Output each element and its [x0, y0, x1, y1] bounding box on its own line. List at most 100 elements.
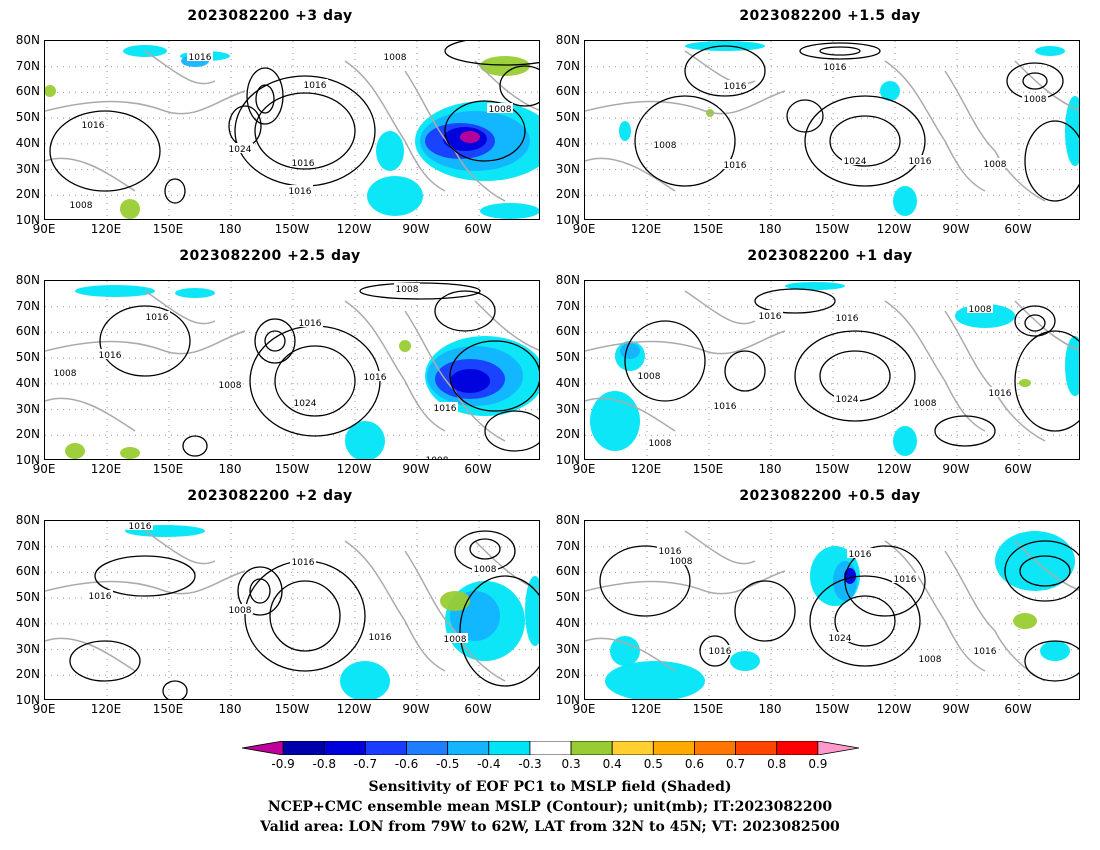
mslp-contour [499, 65, 539, 107]
lon-tick-label: 90W [942, 702, 970, 716]
lat-tick-label: 10N [15, 453, 40, 467]
mslp-contour [99, 305, 191, 377]
sensitivity-shading [1040, 641, 1070, 661]
mslp-contour [249, 578, 271, 604]
colorbar-tick-label: -0.9 [271, 757, 295, 771]
coastline [585, 540, 986, 672]
contour-label-bg [757, 310, 783, 320]
colorbar-swatch [776, 741, 819, 755]
contour-label-bg [834, 312, 860, 322]
contour-label-bg [907, 155, 933, 165]
sensitivity-shading [893, 426, 917, 456]
contour-label: 1016 [974, 647, 997, 657]
mslp-contour [599, 545, 691, 617]
colorbar-swatch [611, 741, 654, 755]
contour-label-bg [432, 402, 458, 412]
mslp-contour [274, 345, 356, 417]
contour-label: 1016 [724, 161, 747, 171]
contour-label-bg [290, 556, 316, 566]
contour-label: 1016 [836, 314, 859, 324]
mslp-contour [182, 435, 208, 457]
mslp-contour [799, 42, 881, 60]
lon-tick-label: 150W [274, 222, 310, 236]
sensitivity-shading [619, 121, 631, 141]
contour-label-bg [52, 367, 78, 377]
coastline [144, 50, 539, 111]
mslp-contour [255, 84, 275, 114]
colorbar-swatch [570, 741, 613, 755]
contour-label: 1024 [844, 157, 867, 167]
map-canvas: 1008 1016 1016 1016 1008 1024 1016 1016 1008 1008 [45, 281, 539, 459]
mslp-contour [164, 178, 186, 204]
lat-tick-label: 70N [555, 298, 580, 313]
lon-tick-label: 90W [942, 462, 970, 476]
lon-tick-label: 120W [336, 702, 372, 716]
contour-label: 1008 [1024, 95, 1047, 105]
contour-label-bg [424, 454, 450, 459]
lon-tick-label: 60W [1004, 222, 1032, 236]
mslp-contour [624, 320, 706, 402]
contour-label: 1008 [396, 285, 419, 295]
contour-label-bg [722, 80, 748, 90]
sensitivity-shading [1065, 336, 1079, 396]
mslp-contour [94, 555, 196, 597]
lon-tick-label: 180 [218, 462, 242, 476]
lon-tick-label: 90E [572, 222, 596, 236]
lon-tick-label: 120E [90, 462, 122, 476]
sensitivity-shading [620, 343, 640, 359]
map-panel: 1016 1008 1016 1024 1016 1008 1016 1008 [584, 40, 1080, 220]
contour-label: 1016 [129, 522, 152, 532]
lon-tick-label: 150E [692, 462, 724, 476]
colorbar-swatch [652, 741, 695, 755]
lon-tick-label: 60W [464, 462, 492, 476]
contour-label-bg [987, 387, 1013, 397]
coastline [144, 290, 539, 351]
lat-tick-label: 10N [15, 693, 40, 707]
lat-tick-label: 80N [555, 273, 580, 287]
contour-label-bg [822, 61, 848, 71]
sensitivity-shading [75, 285, 155, 297]
contour-label-bg [972, 645, 998, 655]
lat-tick-label: 10N [555, 213, 580, 227]
contour-label-bg [68, 199, 94, 209]
lat-tick-label: 30N [15, 161, 40, 176]
mslp-contour [484, 410, 539, 452]
sensitivity-shading [450, 369, 490, 393]
sensitivity-shading [120, 199, 140, 219]
lat-tick-label: 70N [555, 538, 580, 553]
lat-tick-label: 20N [15, 667, 40, 682]
lon-tick-label: 90E [32, 222, 56, 236]
caption-line-2: NCEP+CMC ensemble mean MSLP (Contour); u… [267, 799, 833, 815]
contour-label: 1024 [836, 395, 859, 405]
contour-label: 1008 [969, 305, 992, 315]
contour-label: 1008 [70, 201, 93, 211]
panel-title: 2023082200 +2 day [187, 488, 353, 504]
mslp-contour [634, 95, 736, 187]
contour-label-bg [827, 632, 853, 642]
mslp-contour [844, 545, 926, 617]
contour-label-bg [227, 604, 253, 614]
sensitivity-shading [605, 661, 705, 699]
contour-label-bg [847, 548, 873, 558]
mslp-contour [162, 680, 188, 699]
contour-label-bg [636, 370, 662, 380]
sensitivity-shading [345, 421, 385, 459]
contour-label: 1008 [919, 655, 942, 665]
lon-tick-label: 90W [402, 222, 430, 236]
coastline [45, 300, 446, 432]
contour-label: 1016 [82, 121, 105, 131]
lat-tick-label: 40N [555, 135, 580, 150]
colorbar-swatch [447, 741, 490, 755]
lon-tick-label: 150W [274, 702, 310, 716]
contour-label-bg [967, 303, 993, 313]
lon-tick-label: 120W [876, 222, 912, 236]
lat-tick-label: 70N [15, 58, 40, 73]
contour-label: 1008 [654, 141, 677, 151]
lon-tick-label: 150W [814, 702, 850, 716]
colorbar-tick-label: -0.3 [518, 757, 542, 771]
mslp-contour [254, 318, 296, 364]
mslp-contour [834, 595, 896, 647]
sensitivity-shading [590, 391, 640, 451]
lon-tick-label: 120W [876, 702, 912, 716]
map-panel: 1008 1016 1016 1016 1008 1024 1016 1016 1008 1008 [44, 280, 540, 460]
